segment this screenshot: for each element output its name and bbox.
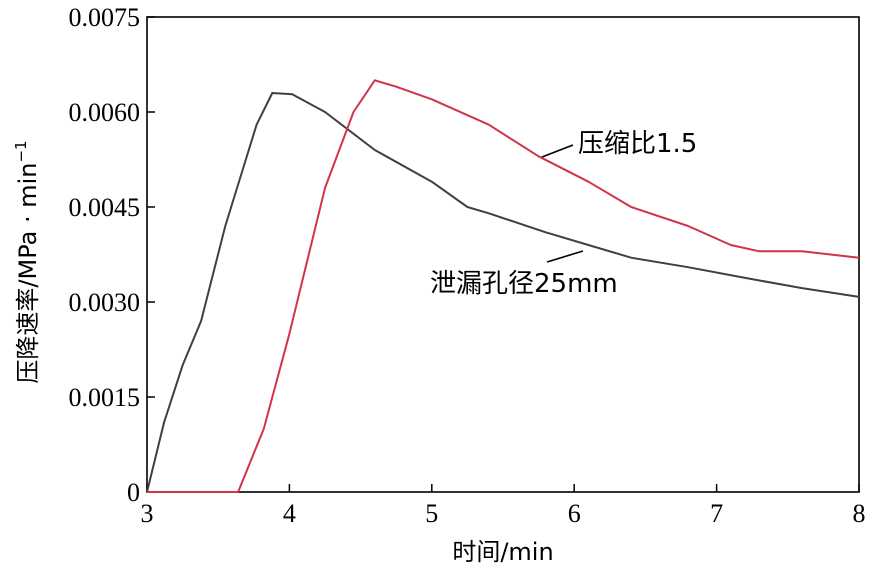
y-axis-title-superscript: −1	[12, 140, 30, 162]
x-tick-label: 4	[283, 499, 296, 528]
annotation-leader	[546, 250, 584, 263]
y-axis-title-main: 压降速率/MPa · min	[14, 163, 42, 384]
annotations: 压缩比1.5 泄漏孔径25mm	[430, 129, 697, 299]
y-tick-label: 0.0060	[69, 98, 141, 127]
series-line-1	[147, 79, 860, 493]
y-axis-ticks: 0 0.0015 0.0030 0.0045 0.0060 0.0075	[69, 3, 155, 507]
x-tick-label: 3	[141, 499, 154, 528]
x-tick-label: 8	[853, 499, 866, 528]
y-tick-label: 0.0075	[69, 3, 141, 32]
y-tick-label: 0.0045	[69, 193, 141, 222]
series-lines	[146, 79, 860, 493]
annotation-label: 泄漏孔径25mm	[430, 269, 618, 299]
x-tick-label: 7	[710, 499, 723, 528]
y-axis-title: 压降速率/MPa · min−1	[12, 140, 42, 383]
annotation-leader	[541, 144, 574, 158]
x-tick-label: 5	[425, 499, 438, 528]
y-tick-label: 0.0030	[69, 288, 141, 317]
plot-frame	[146, 16, 860, 493]
x-axis-title: 时间/min	[452, 538, 553, 566]
x-tick-label: 6	[568, 499, 581, 528]
x-axis-ticks: 3 4 5 6 7 8	[141, 484, 866, 528]
series-line-0	[146, 92, 860, 493]
y-tick-label: 0	[127, 478, 140, 507]
annotation-label: 压缩比1.5	[578, 129, 697, 159]
y-tick-label: 0.0015	[69, 383, 141, 412]
